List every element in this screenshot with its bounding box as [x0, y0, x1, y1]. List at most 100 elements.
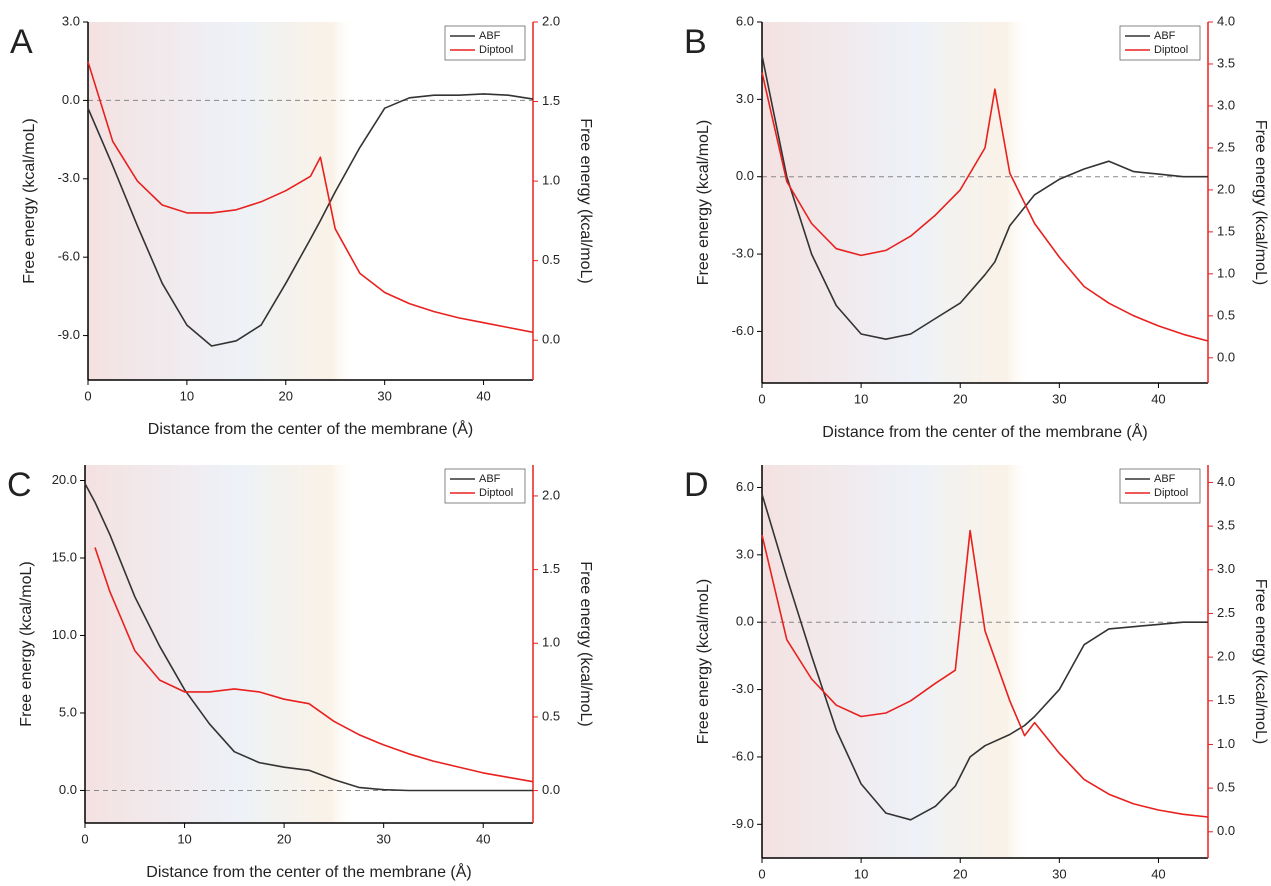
x-tick-label: 10 [854, 866, 868, 881]
x-tick-label: 0 [81, 831, 88, 846]
y2-tick-label: 0.5 [1217, 307, 1235, 322]
x-tick-label: 20 [953, 391, 967, 406]
x-axis-label: Distance from the center of the membrane… [148, 419, 473, 438]
x-tick-label: 10 [180, 388, 194, 403]
y2-tick-label: 1.0 [1217, 265, 1235, 280]
y2-axis-label: Free energy (kcal/moL) [1252, 579, 1269, 744]
x-tick-label: 10 [854, 391, 868, 406]
x-tick-label: 0 [758, 391, 765, 406]
legend-box [1119, 468, 1201, 504]
x-tick-label: 30 [1052, 391, 1066, 406]
y-tick-label: -3.0 [732, 681, 754, 696]
y-axis-label: Free energy (kcal/moL) [695, 120, 712, 285]
y2-tick-label: 2.0 [1217, 181, 1235, 196]
y2-tick-label: 0.0 [1217, 349, 1235, 364]
y2-tick-label: 2.5 [1217, 139, 1235, 154]
legend-label: ABF [1154, 30, 1176, 42]
y-tick-label: 10.0 [52, 627, 77, 642]
y2-tick-label: 3.5 [1217, 55, 1235, 70]
y2-tick-label: 1.5 [1217, 692, 1235, 707]
y-tick-label: 0.0 [62, 92, 80, 107]
y2-tick-label: 0.5 [542, 252, 560, 267]
x-axis-label: Distance from the center of the membrane… [822, 422, 1147, 441]
legend-label: Diptool [1154, 487, 1188, 499]
y2-axis-label: Free energy (kcal/moL) [577, 561, 594, 726]
y-tick-label: -6.0 [58, 249, 80, 264]
y-tick-label: -9.0 [58, 327, 80, 342]
y-axis-label: Free energy (kcal/moL) [695, 579, 712, 744]
legend-label: ABF [479, 473, 501, 485]
x-tick-label: 40 [476, 388, 490, 403]
x-tick-label: 30 [376, 831, 390, 846]
y2-tick-label: 2.0 [1217, 649, 1235, 664]
y2-tick-label: 0.0 [542, 782, 560, 797]
y2-tick-label: 1.5 [1217, 223, 1235, 238]
y2-tick-label: 4.0 [1217, 13, 1235, 28]
series-line [761, 72, 1209, 342]
series-line [761, 529, 1209, 818]
y2-axis-label: Free energy (kcal/moL) [577, 118, 594, 283]
y-tick-label: 20.0 [52, 472, 77, 487]
y-tick-label: -6.0 [732, 323, 754, 338]
plot-background [762, 465, 1208, 858]
panel-label: D [684, 466, 709, 504]
series-line [87, 93, 534, 347]
legend-label: Diptool [479, 487, 513, 499]
x-tick-label: 0 [758, 866, 765, 881]
x-tick-label: 40 [476, 831, 490, 846]
x-tick-label: 20 [277, 831, 291, 846]
x-tick-label: 0 [84, 388, 91, 403]
y-axis-label: Free energy (kcal/moL) [21, 118, 38, 283]
y2-tick-label: 1.0 [542, 173, 560, 188]
y-tick-label: 0.0 [736, 614, 754, 629]
y2-tick-label: 1.0 [542, 635, 560, 650]
y-axis-label: Free energy (kcal/moL) [18, 561, 35, 726]
plot-background [88, 22, 533, 380]
series-line [94, 547, 534, 783]
legend-label: Diptool [1154, 44, 1188, 56]
legend-box [1119, 25, 1201, 61]
x-tick-label: 30 [377, 388, 391, 403]
y-tick-label: -3.0 [732, 246, 754, 261]
y-tick-label: 15.0 [52, 549, 77, 564]
series-line [87, 61, 534, 334]
y-tick-label: 6.0 [736, 479, 754, 494]
plot-background [762, 22, 1208, 383]
y2-tick-label: 0.5 [542, 708, 560, 723]
y2-tick-label: 1.5 [542, 561, 560, 576]
legend-box [444, 25, 526, 61]
y2-tick-label: 0.5 [1217, 780, 1235, 795]
y-tick-label: 5.0 [59, 704, 77, 719]
panel-label: A [10, 23, 33, 61]
y-tick-label: 3.0 [62, 13, 80, 28]
panel-label: C [7, 466, 32, 504]
panel-label: B [684, 23, 707, 61]
y2-tick-label: 2.0 [542, 13, 560, 28]
series-line [761, 55, 1208, 340]
y2-tick-label: 3.5 [1217, 518, 1235, 533]
legend-label: ABF [1154, 473, 1176, 485]
plot-background [85, 465, 533, 823]
y2-tick-label: 2.5 [1217, 605, 1235, 620]
legend-label: Diptool [479, 44, 513, 56]
y-tick-label: 3.0 [736, 546, 754, 561]
y-tick-label: -6.0 [732, 748, 754, 763]
y2-tick-label: 3.0 [1217, 97, 1235, 112]
y2-tick-label: 2.0 [542, 487, 560, 502]
y2-tick-label: 0.0 [542, 332, 560, 347]
y2-tick-label: 0.0 [1217, 823, 1235, 838]
y-tick-label: 0.0 [736, 168, 754, 183]
y2-tick-label: 4.0 [1217, 474, 1235, 489]
y-tick-label: -9.0 [732, 816, 754, 831]
x-tick-label: 40 [1151, 391, 1165, 406]
y-tick-label: 0.0 [59, 782, 77, 797]
x-tick-label: 20 [279, 388, 293, 403]
y2-axis-label: Free energy (kcal/moL) [1252, 120, 1269, 285]
x-axis-label: Distance from the center of the membrane… [146, 862, 471, 881]
y-tick-label: 3.0 [736, 91, 754, 106]
series-line [84, 483, 533, 792]
x-tick-label: 40 [1151, 866, 1165, 881]
y-tick-label: -3.0 [58, 170, 80, 185]
x-tick-label: 10 [177, 831, 191, 846]
